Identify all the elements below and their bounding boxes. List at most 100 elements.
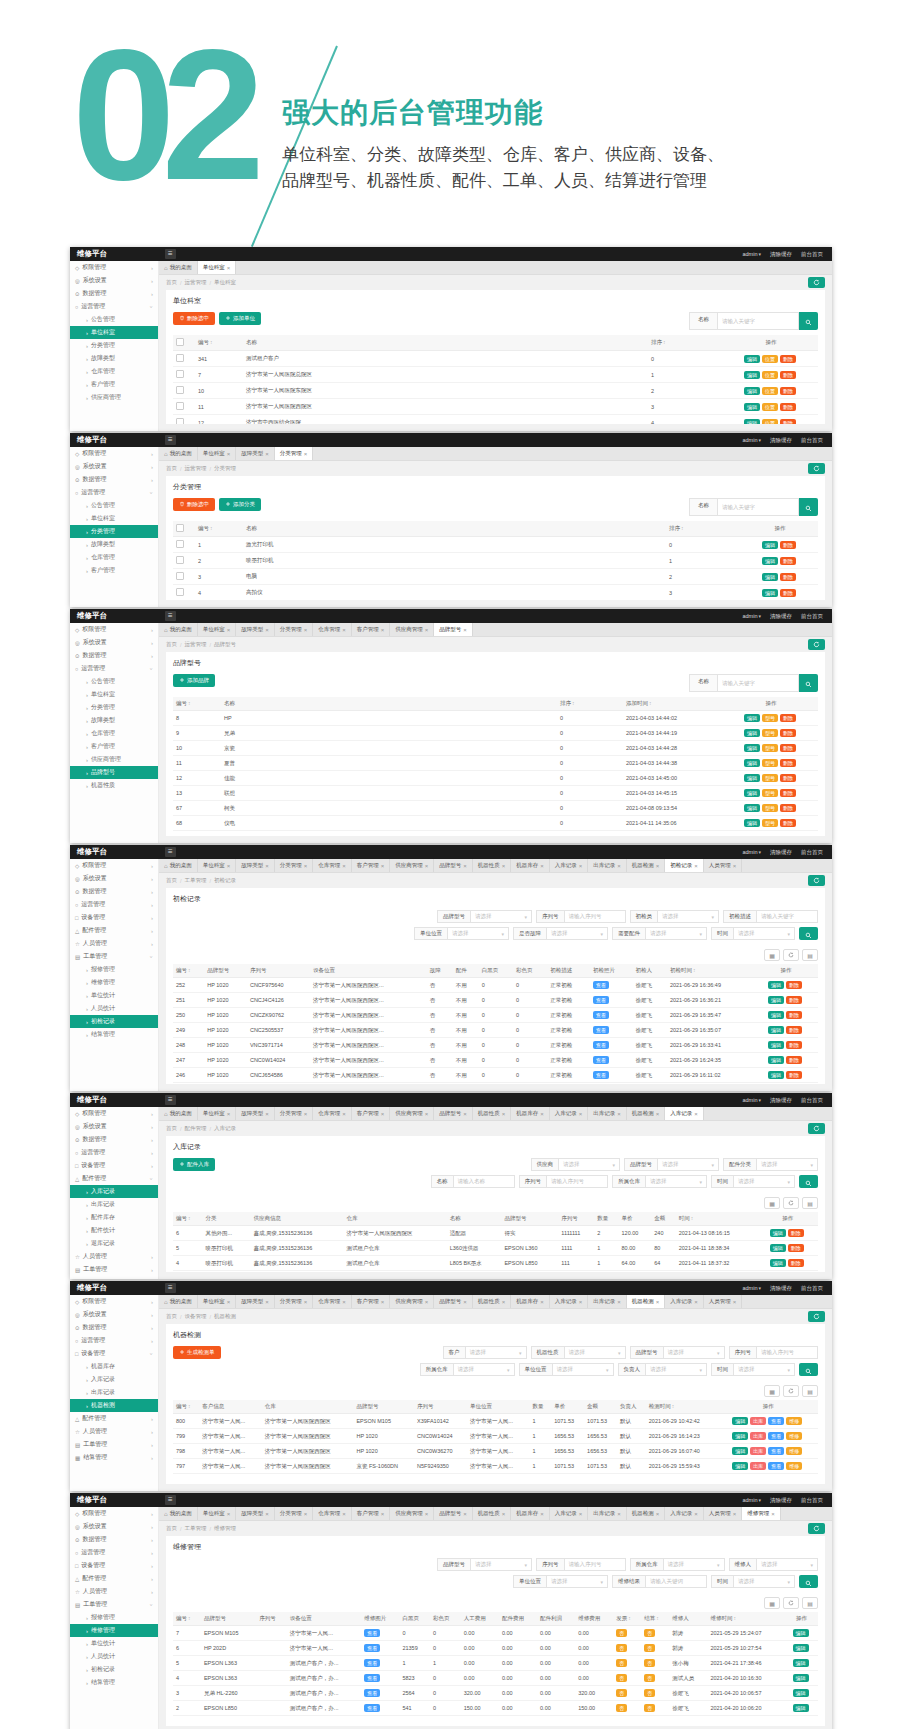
delete-button[interactable]: 删除 (788, 1259, 804, 1267)
close-icon[interactable]: × (227, 1511, 231, 1517)
tab-分类管理[interactable]: 分类管理× (275, 1295, 314, 1308)
search-button[interactable] (799, 498, 818, 516)
delete-button[interactable]: 删除 (780, 355, 796, 363)
tab-供应商管理[interactable]: 供应商管理× (390, 859, 434, 872)
edit-button[interactable]: 编辑 (762, 589, 778, 597)
filter-input[interactable]: 请输入序列号 (565, 910, 626, 923)
close-icon[interactable]: × (304, 451, 308, 457)
sort-icon[interactable]: ↕ (693, 967, 696, 973)
tab-分类管理[interactable]: 分类管理× (275, 1107, 314, 1120)
location-button[interactable]: 位置 (762, 371, 778, 379)
columns-toggle-button[interactable]: ▦ (764, 1197, 780, 1209)
breadcrumb-item[interactable]: 首页 (166, 279, 177, 286)
tab-品牌型号[interactable]: 品牌型号× (434, 1107, 473, 1120)
edit-button[interactable]: 编辑 (744, 789, 760, 797)
filter-select[interactable]: 请选择▾ (471, 1558, 532, 1571)
breadcrumb-item[interactable]: 首页 (166, 641, 177, 648)
sidebar-item-人员管理[interactable]: ☆人员管理› (70, 1425, 158, 1438)
tab-分类管理[interactable]: 分类管理× (275, 623, 314, 636)
filter-select[interactable]: 请选择▾ (471, 910, 532, 923)
filter-input[interactable]: 请输入关键字 (757, 910, 818, 923)
tab-仓库管理[interactable]: 仓库管理× (313, 1507, 352, 1520)
location-button[interactable]: 位置 (762, 419, 778, 425)
tab-入库记录[interactable]: 入库记录× (550, 859, 589, 872)
add-button[interactable]: 配件入库 (173, 1158, 215, 1171)
clear-cache-link[interactable]: 清除缓存 (770, 1497, 792, 1504)
delete-selected-button[interactable]: 删除选中 (173, 312, 215, 325)
filter-select[interactable]: 请选择▾ (646, 927, 707, 940)
clear-cache-link[interactable]: 清除缓存 (770, 251, 792, 258)
close-icon[interactable]: × (227, 451, 231, 457)
delete-button[interactable]: 删除 (780, 589, 796, 597)
menu-toggle-icon[interactable]: ≡ (165, 611, 176, 621)
filter-select[interactable]: 请选择▾ (658, 910, 719, 923)
sidebar-subitem-出库记录[interactable]: ›出库记录 (70, 1386, 158, 1399)
view-badge[interactable]: 查看 (593, 996, 609, 1004)
outbound-button[interactable]: 出库 (750, 1447, 766, 1455)
tab-仓库管理[interactable]: 仓库管理× (313, 1295, 352, 1308)
row-checkbox[interactable] (176, 556, 184, 564)
edit-button[interactable]: 编辑 (768, 1041, 784, 1049)
tab-供应商管理[interactable]: 供应商管理× (390, 1295, 434, 1308)
filter-select[interactable]: 请选择▾ (658, 1158, 719, 1171)
delete-button[interactable]: 删除 (780, 774, 796, 782)
filter-input[interactable]: 请输入名称 (454, 1175, 515, 1188)
sidebar-subitem-机器库存[interactable]: ›机器库存 (70, 1360, 158, 1373)
tab-初检记录[interactable]: 初检记录× (665, 859, 704, 872)
sidebar-subitem-单位统计[interactable]: ›单位统计 (70, 1637, 158, 1650)
row-checkbox[interactable] (176, 354, 184, 362)
clear-cache-link[interactable]: 清除缓存 (770, 1097, 792, 1104)
edit-button[interactable]: 编辑 (732, 1447, 748, 1455)
tab-人员管理[interactable]: 人员管理× (704, 1507, 743, 1520)
sidebar-item-设备管理[interactable]: □设备管理› (70, 1347, 158, 1360)
close-icon[interactable]: × (463, 1111, 467, 1117)
admin-menu[interactable]: admin▾ (743, 849, 762, 855)
delete-button[interactable]: 删除 (780, 387, 796, 395)
edit-button[interactable]: 编辑 (770, 1259, 786, 1267)
close-icon[interactable]: × (381, 627, 385, 633)
tab-机器检测[interactable]: 机器检测× (627, 1295, 666, 1308)
front-home-link[interactable]: 前台首页 (801, 251, 823, 258)
refresh-table-button[interactable] (783, 1385, 799, 1397)
tab-人员管理[interactable]: 人员管理× (704, 859, 743, 872)
close-icon[interactable]: × (304, 1299, 308, 1305)
repair-button[interactable]: 维修 (786, 1447, 802, 1455)
tab-仓库管理[interactable]: 仓库管理× (313, 623, 352, 636)
tab-客户管理[interactable]: 客户管理× (352, 1107, 391, 1120)
filter-select[interactable]: 请选择▾ (734, 927, 795, 940)
tab-我的桌面[interactable]: ⌂我的桌面 (159, 447, 198, 460)
edit-button[interactable]: 编辑 (768, 1011, 784, 1019)
menu-toggle-icon[interactable]: ≡ (165, 1283, 176, 1293)
sort-icon[interactable]: ↕ (188, 700, 191, 706)
edit-button[interactable]: 编辑 (793, 1689, 809, 1697)
sort-icon[interactable]: ↕ (733, 1615, 736, 1621)
delete-button[interactable]: 删除 (786, 1056, 802, 1064)
edit-button[interactable]: 编辑 (768, 1071, 784, 1079)
admin-menu[interactable]: admin▾ (743, 1285, 762, 1291)
tab-品牌型号[interactable]: 品牌型号× (434, 1507, 473, 1520)
close-icon[interactable]: × (502, 1111, 506, 1117)
search-button[interactable] (799, 312, 818, 330)
close-icon[interactable]: × (579, 1511, 583, 1517)
tab-单位科室[interactable]: 单位科室× (198, 261, 237, 274)
tab-机器库存[interactable]: 机器库存× (511, 859, 550, 872)
sort-icon[interactable]: ↕ (663, 339, 666, 345)
sidebar-subitem-结算管理[interactable]: ›结算管理 (70, 1028, 158, 1041)
sidebar-subitem-单位科室[interactable]: ›单位科室 (70, 688, 158, 701)
view-badge[interactable]: 查看 (593, 981, 609, 989)
sidebar-subitem-客户管理[interactable]: ›客户管理 (70, 740, 158, 753)
close-icon[interactable]: × (227, 1111, 231, 1117)
close-icon[interactable]: × (579, 863, 583, 869)
close-icon[interactable]: × (579, 1111, 583, 1117)
close-icon[interactable]: × (265, 863, 269, 869)
admin-menu[interactable]: admin▾ (743, 1497, 762, 1503)
close-icon[interactable]: × (502, 863, 506, 869)
menu-toggle-icon[interactable]: ≡ (165, 435, 176, 445)
filter-input[interactable]: 请输入关键词 (646, 1575, 707, 1588)
close-icon[interactable]: × (656, 1111, 660, 1117)
close-icon[interactable]: × (502, 1511, 506, 1517)
tab-机器库存[interactable]: 机器库存× (511, 1507, 550, 1520)
sidebar-subitem-分类管理[interactable]: ›分类管理 (70, 525, 158, 538)
close-icon[interactable]: × (656, 863, 660, 869)
tab-我的桌面[interactable]: ⌂我的桌面 (159, 1107, 198, 1120)
